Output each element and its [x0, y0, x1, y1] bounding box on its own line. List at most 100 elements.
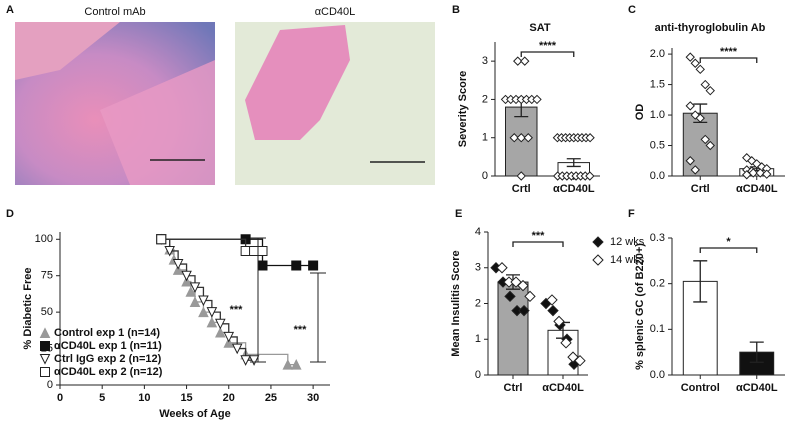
- y-axis-label: % Diabetic Free: [22, 268, 34, 350]
- data-point: [223, 331, 235, 343]
- legend-marker: [39, 354, 51, 365]
- data-point: [695, 113, 705, 123]
- data-point: [532, 94, 542, 105]
- y-tick-label: 75: [41, 270, 53, 282]
- data-point: [164, 245, 175, 257]
- data-point: [742, 170, 752, 180]
- y-tick-label: 0.0: [650, 369, 665, 381]
- histology-left: [15, 22, 215, 185]
- data-point: [240, 245, 251, 256]
- y-axis-label: % splenic GC (of B220+): [634, 243, 646, 370]
- y-tick-label: 50: [41, 306, 53, 318]
- data-point: [518, 304, 530, 317]
- panel-label: D: [6, 208, 14, 220]
- data-point: [585, 133, 595, 143]
- x-tick-label: Control: [681, 382, 720, 394]
- x-axis-label: Weeks of Age: [159, 408, 231, 420]
- data-point: [547, 304, 559, 317]
- y-tick-label: 1: [475, 333, 481, 345]
- y-tick-label: 0.1: [650, 323, 665, 335]
- error-bar: [693, 260, 708, 303]
- significance-bracket: [699, 247, 758, 253]
- error-bar: [566, 158, 581, 168]
- x-tick-label: Crtl: [512, 183, 531, 195]
- data-point: [496, 262, 508, 274]
- data-point: [240, 355, 251, 366]
- x-tick-label: 30: [307, 392, 319, 404]
- data-point: [523, 133, 533, 143]
- data-point: [513, 56, 523, 66]
- data-point: [206, 316, 218, 328]
- y-tick-label: 0: [475, 369, 481, 381]
- data-point: [189, 296, 201, 307]
- data-point: [520, 56, 530, 66]
- data-point: [524, 290, 536, 303]
- data-point: [690, 58, 700, 68]
- data-point: [215, 318, 226, 330]
- x-tick-label: αCD40L: [553, 183, 595, 195]
- data-point: [585, 171, 595, 181]
- data-point: [257, 260, 268, 271]
- legend-marker: [40, 367, 50, 377]
- data-point: [762, 169, 772, 179]
- legend-label: αCD40L exp 2 (n=12): [54, 366, 163, 378]
- data-point: [685, 52, 695, 62]
- y-tick-label: 2: [482, 93, 488, 105]
- significance-bracket: [250, 237, 266, 363]
- data-point: [560, 337, 572, 349]
- survival-line: [161, 238, 314, 267]
- data-point: [546, 294, 558, 306]
- significance-bracket: [512, 241, 564, 247]
- x-tick-label: 15: [180, 392, 192, 404]
- data-point: [504, 290, 516, 303]
- data-point: [198, 306, 209, 318]
- x-tick-label: αCD40L: [542, 382, 584, 394]
- data-point: [685, 101, 695, 111]
- x-tick-label: Crtl: [691, 183, 710, 195]
- x-tick-label: 20: [223, 392, 235, 404]
- data-point: [282, 358, 294, 370]
- significance-label: *: [726, 236, 731, 248]
- legend-label: αCD40L exp 1 (n=11): [54, 340, 162, 352]
- x-tick-label: 25: [265, 392, 277, 404]
- significance-label: ***: [532, 230, 546, 242]
- data-point: [509, 133, 519, 143]
- y-tick-label: 0.0: [650, 170, 665, 182]
- y-tick-label: 0.5: [650, 139, 665, 151]
- y-axis-label: Severity Score: [457, 71, 469, 147]
- data-point: [705, 85, 715, 96]
- data-point: [574, 354, 586, 367]
- data-point: [223, 337, 235, 348]
- y-axis-label: Mean Insulitis Score: [450, 250, 462, 356]
- y-tick-label: 2: [475, 297, 481, 309]
- image-title: αCD40L: [315, 6, 356, 18]
- legend-marker: [592, 254, 604, 266]
- y-axis-label: OD: [634, 104, 646, 121]
- data-point: [206, 307, 218, 318]
- panel-label: F: [628, 208, 635, 220]
- legend-marker: [40, 341, 50, 351]
- histology-right: [235, 22, 435, 185]
- data-point: [752, 159, 762, 169]
- y-tick-label: 2.0: [650, 48, 665, 60]
- y-tick-label: 3: [475, 262, 481, 274]
- panel-label: A: [6, 4, 14, 16]
- panel-label: E: [455, 208, 462, 220]
- chart-title: SAT: [529, 22, 550, 34]
- significance-bracket: [520, 51, 575, 57]
- y-tick-label: 100: [35, 233, 53, 245]
- y-tick-label: 1.5: [650, 78, 665, 90]
- x-tick-label: 0: [57, 392, 63, 404]
- x-tick-label: Ctrl: [504, 382, 523, 394]
- panel-label: C: [628, 4, 636, 16]
- data-point: [755, 168, 765, 178]
- y-tick-label: 0.3: [650, 232, 665, 244]
- y-tick-label: 4: [475, 226, 481, 238]
- significance-bracket: [310, 272, 326, 363]
- data-point: [185, 286, 197, 297]
- annotation: ***: [230, 304, 244, 316]
- data-point: [290, 358, 302, 370]
- data-point: [172, 259, 184, 270]
- data-point: [517, 279, 529, 292]
